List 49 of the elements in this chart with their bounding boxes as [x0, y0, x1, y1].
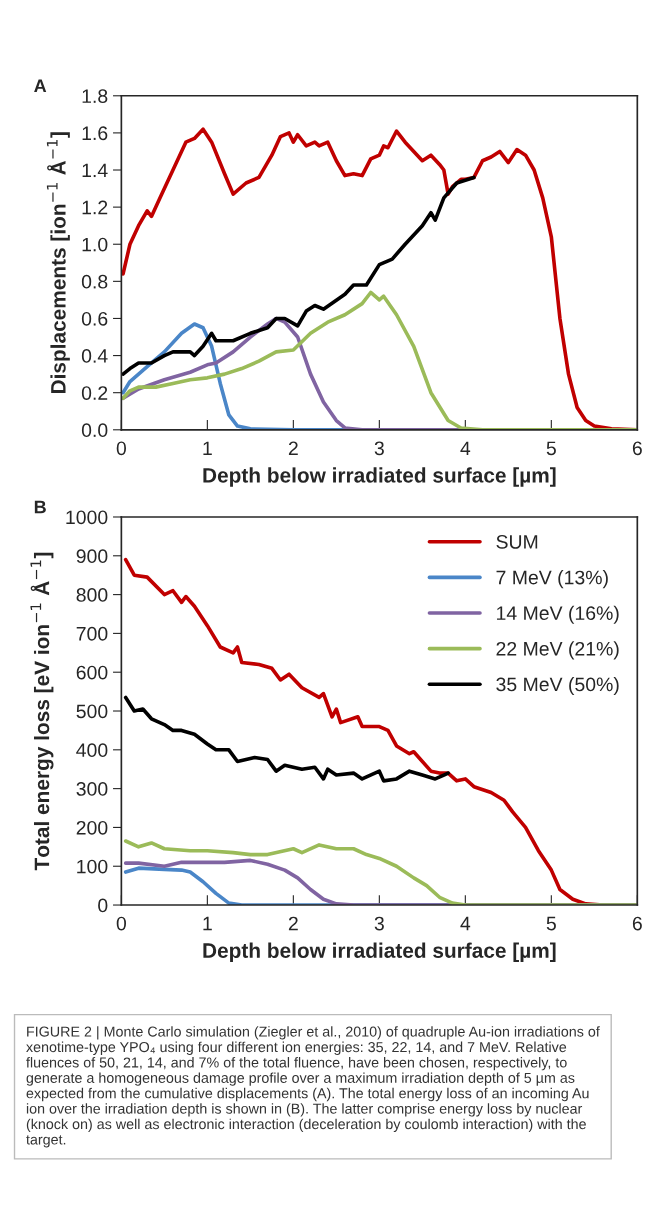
y-tick-label: 0.2: [81, 386, 108, 400]
line-series: [123, 695, 450, 783]
x-tick-label: 4: [460, 916, 471, 931]
y-tick-label: 1000: [66, 510, 108, 525]
x-tick-label: 5: [546, 441, 556, 456]
x-axis-title: Depth below irradiated surface [µm]: [203, 942, 556, 963]
y-tick-label: 0.8: [81, 274, 108, 289]
caption: FIGURE 2 | Monte Carlo simulation (Ziegler et al., 2010) of quadruple Au-ion irradiations of xenotime-type YPO₄ using four different ion energies: 35, 22, 14, and 7 MeV. Relative fluences of 50, 21, 14, and 7% of the total fluence, have been chosen, respectively, to generate a homogeneous damage profile over a maximum irradiation depth of 5 µm as expected from the cumulative displacements (A). The total energy loss of an incoming Au ion over the irradiation depth is shown in (B). The latter comprise energy loss by nuclear (knock on) as well as electronic interaction (deceleration by coulomb interaction) with the target.: [26, 1026, 600, 1148]
x-tick-label: 0: [116, 916, 127, 931]
y-tick-label: 700: [76, 626, 108, 641]
y-tick-label: 1.2: [82, 200, 108, 215]
legend-label: 35 MeV (50%): [496, 676, 619, 696]
x-tick-label: 5: [546, 916, 556, 931]
y-tick-label: 0.6: [81, 311, 108, 326]
x-axis-title: Depth below irradiated surface [µm]: [203, 467, 556, 487]
x-tick-label: 2: [288, 441, 298, 455]
y-tick-label: 500: [76, 704, 108, 719]
legend-label: SUM: [496, 535, 538, 549]
x-tick-label: 4: [460, 441, 471, 455]
y-tick-label: 0: [98, 898, 108, 913]
legend-label: 14 MeV (16%): [497, 605, 619, 624]
x-tick-label: 1: [203, 441, 212, 455]
x-tick-label: 6: [632, 441, 642, 456]
y-tick-label: 0.0: [81, 423, 108, 438]
line-series: [121, 175, 476, 376]
x-tick-label: 3: [374, 441, 384, 456]
x-tick-label: 0: [116, 441, 127, 456]
y-tick-label: 200: [76, 820, 108, 835]
y-tick-label: 1.0: [82, 237, 108, 252]
y-tick-label: 600: [76, 665, 108, 680]
y-tick-label: 900: [76, 549, 108, 564]
y-tick-label: 800: [76, 588, 108, 602]
chart-title: B: [34, 500, 46, 514]
x-tick-label: 1: [203, 916, 212, 931]
y-tick-label: 100: [77, 859, 108, 874]
y-tick-label: 1.4: [82, 163, 108, 178]
x-tick-label: 6: [632, 916, 642, 931]
y-tick-label: 1.8: [82, 89, 108, 104]
legend-label: 22 MeV (21%): [496, 641, 619, 660]
y-tick-label: 0.4: [81, 349, 108, 363]
y-axis-title: Total energy loss [eV ion$^{−1}$ Å$^{−1}$]: [30, 552, 54, 871]
chart-title: A: [34, 79, 47, 93]
y-tick-label: 300: [76, 782, 108, 796]
x-tick-label: 2: [288, 916, 298, 931]
y-tick-label: 400: [76, 743, 108, 758]
y-axis-title: Displacements [ion$^{−1}$ Å$^{−1}$]: [46, 132, 70, 394]
y-tick-label: 1.6: [82, 126, 108, 141]
x-tick-label: 3: [374, 916, 384, 931]
legend-label: 7 MeV (13%): [496, 570, 608, 589]
